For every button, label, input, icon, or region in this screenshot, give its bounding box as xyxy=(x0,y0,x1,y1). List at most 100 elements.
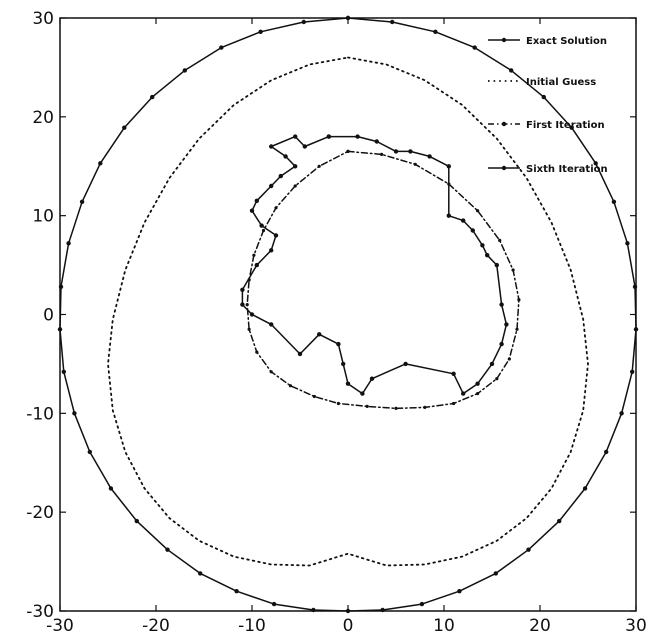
data-point xyxy=(355,134,360,139)
legend-entry-3: Sixth Iteration xyxy=(488,164,608,175)
data-point xyxy=(150,94,155,100)
data-point xyxy=(255,350,259,354)
data-point xyxy=(269,322,274,327)
data-point xyxy=(326,134,331,139)
data-point xyxy=(79,199,85,204)
data-point xyxy=(485,253,490,258)
data-point xyxy=(611,199,617,204)
data-point xyxy=(245,303,249,307)
data-point xyxy=(269,370,273,374)
data-point xyxy=(452,401,456,406)
data-point xyxy=(198,571,203,576)
y-tick-label: 20 xyxy=(32,108,54,128)
data-point xyxy=(427,154,432,159)
data-point xyxy=(393,149,399,154)
data-point xyxy=(134,518,139,524)
data-point xyxy=(258,29,263,34)
data-point xyxy=(297,351,303,357)
series-3 xyxy=(240,134,509,396)
data-point xyxy=(507,357,511,361)
data-point xyxy=(273,233,279,238)
y-tick-label: 30 xyxy=(32,9,54,29)
data-point xyxy=(219,45,224,50)
data-point xyxy=(165,547,170,552)
legend-label: Sixth Iteration xyxy=(526,164,608,175)
data-point xyxy=(269,144,274,149)
data-point xyxy=(293,184,297,188)
data-point xyxy=(419,601,425,607)
data-point xyxy=(293,164,298,169)
data-point xyxy=(249,208,255,213)
data-point xyxy=(480,243,485,248)
data-point xyxy=(446,213,451,218)
data-point xyxy=(66,241,71,246)
data-point xyxy=(630,369,635,374)
data-point xyxy=(122,125,127,130)
data-point xyxy=(504,322,509,327)
data-point xyxy=(582,486,588,491)
legend: Exact Solution Initial Guess First Iterati… xyxy=(488,36,608,175)
data-point xyxy=(301,19,306,25)
data-point xyxy=(288,384,292,388)
data-point xyxy=(476,209,480,213)
x-tick-label: 30 xyxy=(625,616,647,636)
x-tick-label: -20 xyxy=(142,616,170,636)
data-point xyxy=(408,149,413,154)
data-point xyxy=(271,601,277,607)
data-point xyxy=(317,164,321,168)
data-point xyxy=(619,411,624,416)
data-point xyxy=(360,391,365,396)
x-tick-label: -30 xyxy=(46,616,74,636)
data-point xyxy=(259,223,264,228)
data-point xyxy=(509,68,514,73)
data-point xyxy=(515,327,519,331)
y-tick-label: -10 xyxy=(26,404,54,424)
plot-frame xyxy=(59,17,637,612)
legend-entry-2: First Iteration xyxy=(488,120,605,131)
data-point xyxy=(240,302,245,307)
data-point xyxy=(98,161,103,166)
series-line-0 xyxy=(59,17,637,612)
data-point xyxy=(234,589,239,594)
series-2 xyxy=(245,149,521,410)
data-point xyxy=(494,262,499,268)
data-point xyxy=(254,198,259,203)
legend-marker xyxy=(501,165,507,171)
data-point xyxy=(390,19,395,25)
data-point xyxy=(293,134,298,139)
data-point xyxy=(489,361,495,367)
data-point xyxy=(346,149,350,153)
data-point xyxy=(240,287,245,292)
data-point xyxy=(493,571,498,576)
data-point xyxy=(499,341,504,347)
data-point xyxy=(336,341,341,347)
data-point xyxy=(461,218,466,223)
data-point xyxy=(269,248,274,253)
legend-label: Initial Guess xyxy=(526,77,596,88)
series-layer xyxy=(57,15,639,614)
y-tick-label: -20 xyxy=(26,503,54,523)
data-point xyxy=(625,241,630,246)
data-point xyxy=(336,401,340,406)
series-line-1 xyxy=(107,56,589,567)
data-point xyxy=(252,253,256,257)
data-point xyxy=(517,298,521,302)
data-point xyxy=(498,238,502,242)
axes-layer: -30 -20 -10 0 10 20 30 -30 -20 -10 0 10 20 30 xyxy=(26,9,647,636)
data-point xyxy=(557,518,562,524)
x-tick-label: 20 xyxy=(529,616,551,636)
data-point xyxy=(472,45,477,50)
data-point xyxy=(495,377,499,381)
data-point xyxy=(365,404,369,408)
data-point xyxy=(476,392,480,396)
data-point xyxy=(541,94,546,100)
legend-entry-1: Initial Guess xyxy=(488,77,596,88)
data-point xyxy=(374,139,379,144)
x-tick-label: 0 xyxy=(343,616,354,636)
legend-label: Exact Solution xyxy=(526,36,607,47)
legend-entry-0: Exact Solution xyxy=(488,36,607,47)
data-point xyxy=(317,332,322,337)
data-point xyxy=(413,162,417,166)
data-point xyxy=(108,486,114,491)
